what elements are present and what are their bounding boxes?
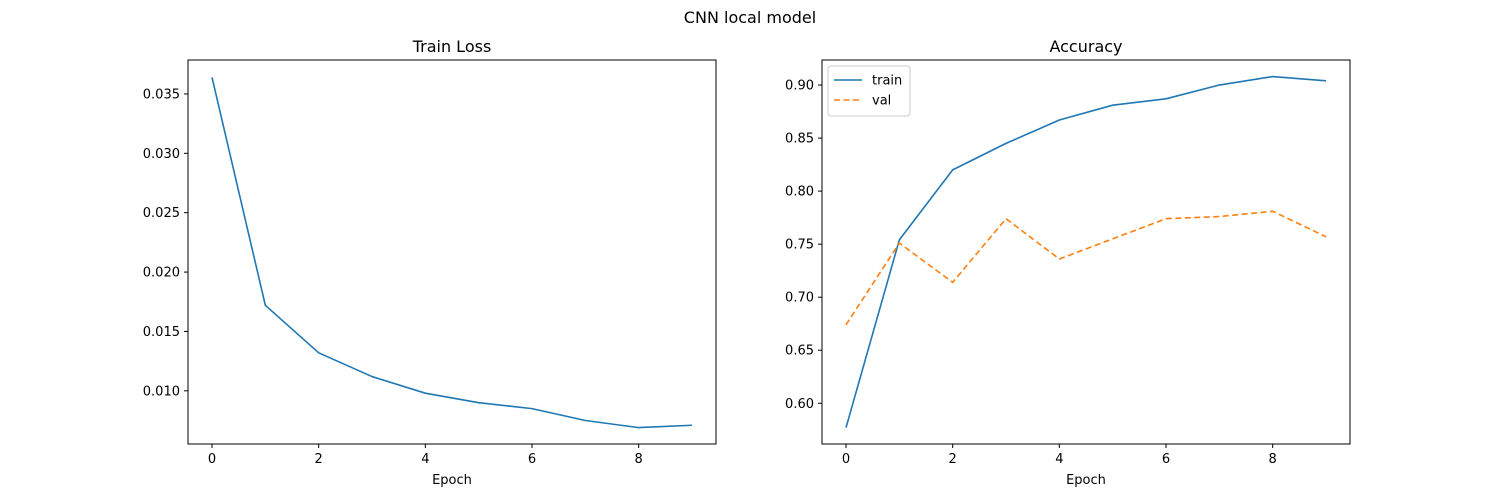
- chart-0-xtick-label: 0: [208, 452, 216, 467]
- chart-0-xtick-label: 6: [528, 452, 536, 467]
- chart-0-ytick-label: 0.025: [143, 206, 180, 221]
- chart-1-xtick-label: 8: [1269, 452, 1277, 467]
- chart-1-xtick-label: 2: [949, 452, 957, 467]
- chart-1-ytick-label: 0.70: [785, 291, 814, 306]
- chart-1-xlabel: Epoch: [1066, 473, 1106, 488]
- chart-1-series-train: [845, 75, 1327, 428]
- chart-1-ytick-label: 0.65: [785, 344, 814, 359]
- chart-0-xtick-label: 2: [315, 452, 323, 467]
- chart-train-loss: Train Loss 0 2 4 6 8 0.010 0.015 0.020 0.025 0.030…: [143, 37, 717, 488]
- chart-0-xtick-label: 4: [421, 452, 429, 467]
- chart-0-ytick-label: 0.010: [143, 384, 180, 399]
- chart-1-ytick-label: 0.90: [785, 79, 814, 94]
- chart-1-legend: train val: [827, 65, 911, 117]
- chart-1-legend-label-val: val: [872, 94, 891, 109]
- chart-0-xlabel: Epoch: [432, 473, 472, 488]
- chart-0-frame: [187, 59, 717, 445]
- chart-1-frame: [821, 59, 1351, 445]
- chart-1-legend-box: [827, 65, 911, 117]
- figure-title: CNN local model: [684, 8, 816, 27]
- chart-accuracy: Accuracy 0 2 4 6 8 0.60 0.65 0.70 0.75 0.80 0.85 0.9…: [785, 37, 1351, 488]
- chart-1-xtick-label: 0: [842, 452, 850, 467]
- chart-1-ytick-label: 0.75: [785, 238, 814, 253]
- chart-0-ytick-label: 0.020: [143, 266, 180, 281]
- chart-0-series-line: [211, 77, 693, 429]
- chart-1-ytick-label: 0.80: [785, 185, 814, 200]
- chart-0-ytick-label: 0.035: [143, 87, 180, 102]
- chart-1-ytick-label: 0.60: [785, 397, 814, 412]
- chart-0-ytick-label: 0.030: [143, 147, 180, 162]
- chart-0-title: Train Loss: [412, 37, 492, 56]
- chart-0-ytick-label: 0.015: [143, 325, 180, 340]
- chart-1-legend-label-train: train: [872, 74, 902, 89]
- chart-1-series-val: [845, 210, 1327, 326]
- chart-1-xtick-label: 4: [1055, 452, 1063, 467]
- chart-1-ytick-label: 0.85: [785, 132, 814, 147]
- chart-1-xtick-label: 6: [1162, 452, 1170, 467]
- chart-0-xtick-label: 8: [635, 452, 643, 467]
- chart-1-title: Accuracy: [1049, 37, 1122, 56]
